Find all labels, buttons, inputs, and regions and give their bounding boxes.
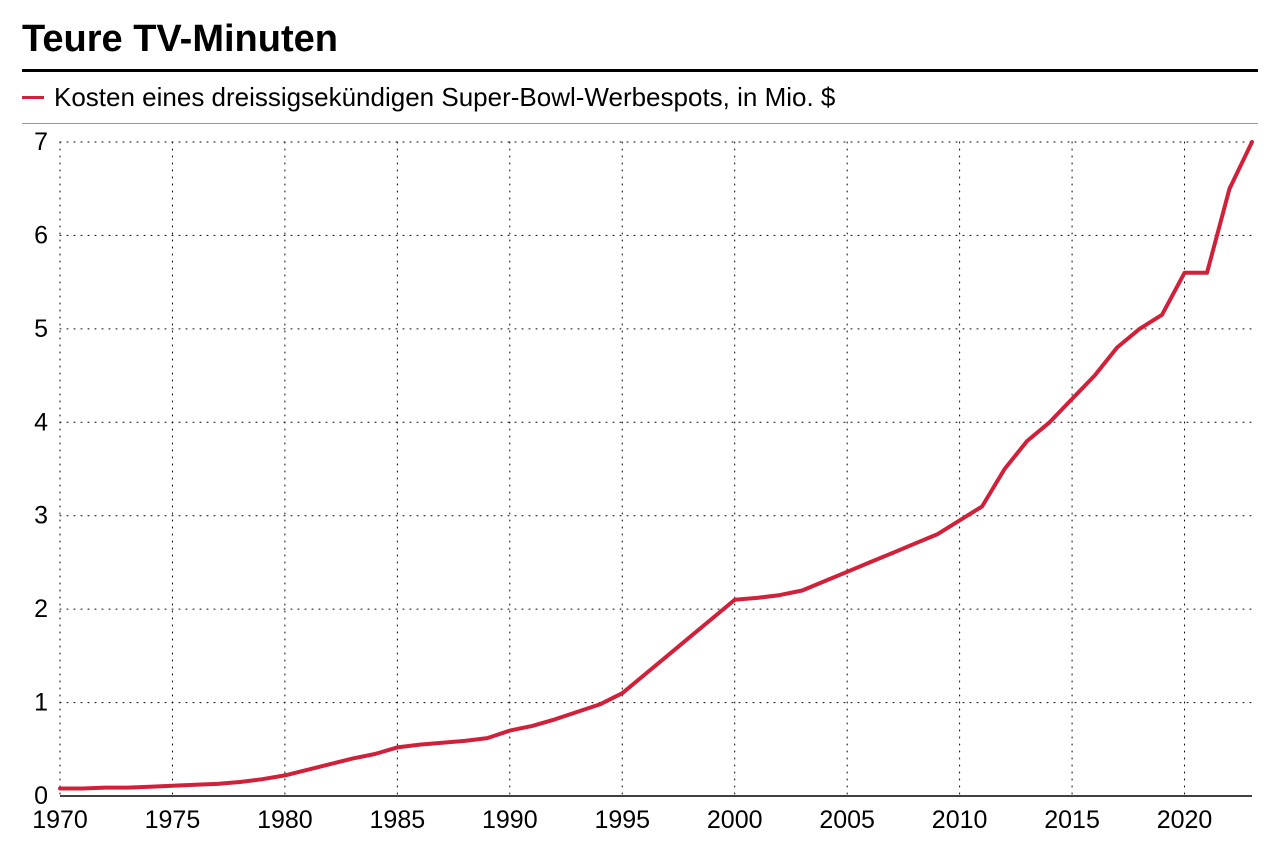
y-tick-label: 6 <box>34 221 48 249</box>
x-tick-label: 1980 <box>257 806 313 834</box>
line-chart-svg: 0123456719701975198019851990199520002005… <box>22 130 1258 850</box>
y-tick-label: 4 <box>34 408 48 436</box>
legend: Kosten eines dreissigsekündigen Super-Bo… <box>22 72 1258 124</box>
x-tick-label: 2005 <box>819 806 875 834</box>
y-tick-label: 7 <box>34 130 48 156</box>
y-tick-label: 2 <box>34 595 48 623</box>
x-tick-label: 1975 <box>145 806 201 834</box>
y-tick-label: 5 <box>34 315 48 343</box>
x-tick-label: 2000 <box>707 806 763 834</box>
x-tick-label: 1985 <box>370 806 426 834</box>
x-tick-label: 2020 <box>1157 806 1213 834</box>
legend-label: Kosten eines dreissigsekündigen Super-Bo… <box>54 82 835 113</box>
y-tick-label: 1 <box>34 689 48 717</box>
chart-title: Teure TV-Minuten <box>22 18 1258 72</box>
x-tick-label: 2015 <box>1044 806 1100 834</box>
x-tick-label: 1995 <box>594 806 650 834</box>
series-line <box>60 142 1252 789</box>
x-tick-label: 1990 <box>482 806 538 834</box>
chart-area: 0123456719701975198019851990199520002005… <box>22 130 1258 850</box>
legend-swatch <box>22 96 44 99</box>
y-tick-label: 3 <box>34 502 48 530</box>
x-tick-label: 1970 <box>32 806 88 834</box>
x-tick-label: 2010 <box>932 806 988 834</box>
